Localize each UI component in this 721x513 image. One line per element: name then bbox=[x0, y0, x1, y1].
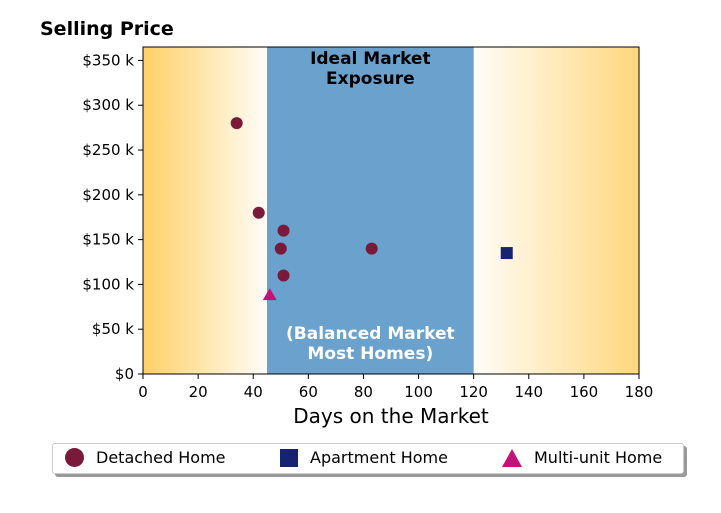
detached-home-point bbox=[252, 206, 265, 219]
detached-home-point bbox=[277, 269, 290, 282]
y-tick-label: $150 k bbox=[82, 231, 134, 249]
x-tick-label: 100 bbox=[404, 383, 433, 401]
band-label-bottom-line: (Balanced Market bbox=[286, 324, 455, 344]
axes: 0 20 40 60 80 100 120 140 160 180 $0 $50 k $100 k $15… bbox=[82, 46, 654, 401]
plot-frame bbox=[142, 46, 640, 375]
data-points bbox=[230, 117, 513, 301]
band-label-top-line: Ideal Market bbox=[310, 49, 431, 69]
x-tick-label: 140 bbox=[514, 383, 543, 401]
x-tick-label: 160 bbox=[570, 383, 599, 401]
legend-item-multi-unit: Multi-unit Home bbox=[502, 448, 662, 467]
y-tick-label: $0 bbox=[115, 365, 134, 383]
square-marker-icon bbox=[280, 448, 298, 467]
circle-marker-icon bbox=[65, 448, 84, 467]
ideal-exposure-band bbox=[267, 47, 474, 374]
left-gradient bbox=[143, 47, 267, 374]
x-tick-label: 20 bbox=[189, 383, 208, 401]
chart-title: Selling Price bbox=[40, 18, 174, 40]
legend-item-detached: Detached Home bbox=[65, 448, 226, 467]
y-tick-label: $200 k bbox=[82, 186, 134, 204]
apartment-home-point bbox=[500, 247, 513, 260]
legend-label-multi-unit: Multi-unit Home bbox=[534, 448, 663, 467]
y-tick-label: $350 k bbox=[82, 51, 134, 69]
band-label-bottom-line: Most Homes) bbox=[307, 344, 433, 364]
x-tick-label: 180 bbox=[625, 383, 654, 401]
triangle-marker-icon bbox=[502, 448, 522, 467]
legend: Detached Home Apartment Home Multi-unit … bbox=[52, 443, 684, 474]
legend-item-apartment: Apartment Home bbox=[280, 448, 448, 467]
legend-label-detached: Detached Home bbox=[96, 448, 226, 467]
right-gradient bbox=[473, 47, 639, 374]
band-label-top-line: Exposure bbox=[326, 69, 415, 89]
y-tick-label: $300 k bbox=[82, 96, 134, 114]
x-tick-label: 60 bbox=[299, 383, 318, 401]
x-tick-label: 0 bbox=[138, 383, 148, 401]
band-rect bbox=[267, 47, 474, 374]
y-tick-label: $100 k bbox=[82, 275, 134, 293]
detached-home-point bbox=[274, 242, 287, 255]
x-tick-label: 120 bbox=[459, 383, 488, 401]
x-tick-label: 40 bbox=[244, 383, 263, 401]
x-axis-label: Days on the Market bbox=[293, 404, 489, 428]
x-tick-label: 80 bbox=[354, 383, 373, 401]
y-tick-label: $250 k bbox=[82, 141, 134, 159]
legend-label-apartment: Apartment Home bbox=[310, 448, 448, 467]
y-tick-label: $50 k bbox=[92, 320, 134, 338]
detached-home-point bbox=[365, 242, 378, 255]
multi-unit-home-point bbox=[262, 288, 277, 301]
detached-home-point bbox=[277, 224, 290, 237]
detached-home-point bbox=[230, 117, 243, 130]
